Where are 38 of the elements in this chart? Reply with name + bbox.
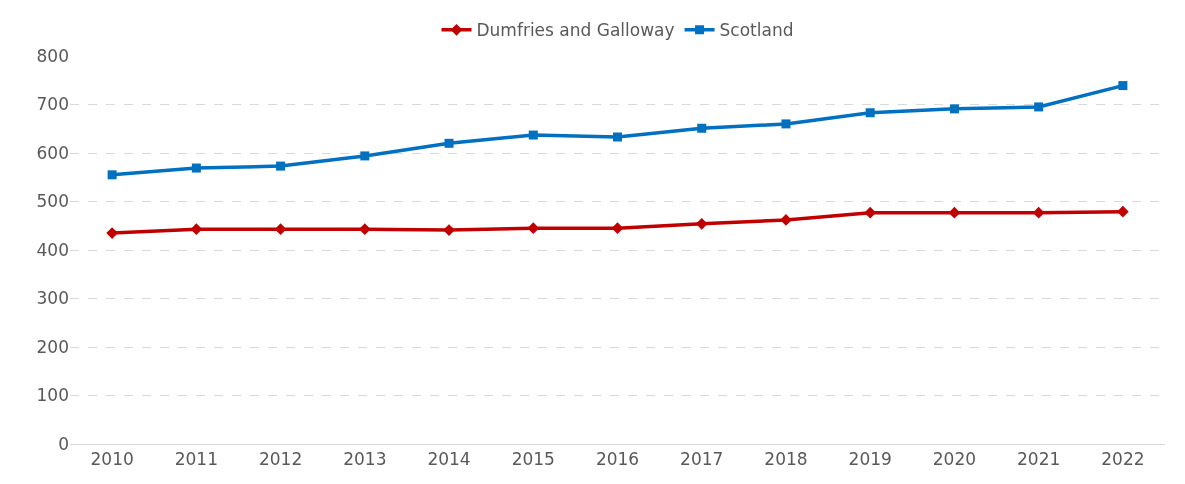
- legend-label: Scotland: [719, 20, 794, 41]
- x-tick-label: 2015: [511, 449, 555, 470]
- y-tick-label: 0: [58, 433, 69, 454]
- point: [444, 138, 454, 148]
- x-tick-label: 2016: [595, 449, 640, 470]
- x-tick-label: 2010: [90, 449, 134, 470]
- point: [1117, 205, 1129, 218]
- point: [613, 132, 622, 142]
- point: [276, 161, 286, 171]
- point: [107, 170, 117, 180]
- x-tick-label: 2020: [932, 449, 977, 470]
- x-tick-label: 2012: [258, 449, 303, 470]
- x-tick-label: 2014: [427, 449, 471, 470]
- point: [949, 104, 959, 114]
- y-tick-label: 500: [36, 191, 69, 212]
- x-tick-label: 2022: [1101, 449, 1145, 470]
- y-tick-label: 300: [36, 288, 69, 309]
- y-tick-label: 100: [36, 385, 69, 406]
- x-tick-label: 2013: [343, 449, 387, 470]
- x-tick-label: 2018: [764, 449, 808, 470]
- point: [865, 108, 875, 118]
- point: [528, 130, 538, 140]
- point: [191, 163, 201, 173]
- y-tick-label: 600: [36, 142, 69, 163]
- y-tick-label: 800: [36, 45, 69, 66]
- x-tick-label: 2019: [848, 449, 892, 470]
- point: [697, 123, 707, 133]
- point: [1034, 102, 1044, 112]
- point: [360, 151, 370, 161]
- point: [781, 119, 791, 129]
- y-tick-label: 200: [36, 336, 69, 357]
- x-tick-label: 2011: [174, 449, 218, 470]
- x-tick-label: 2017: [680, 449, 724, 470]
- legend-label: Dumfries and Galloway: [476, 20, 675, 41]
- y-tick-label: 700: [36, 94, 69, 115]
- point: [1118, 81, 1128, 91]
- y-tick-label: 400: [36, 239, 69, 260]
- x-tick-label: 2021: [1017, 449, 1061, 470]
